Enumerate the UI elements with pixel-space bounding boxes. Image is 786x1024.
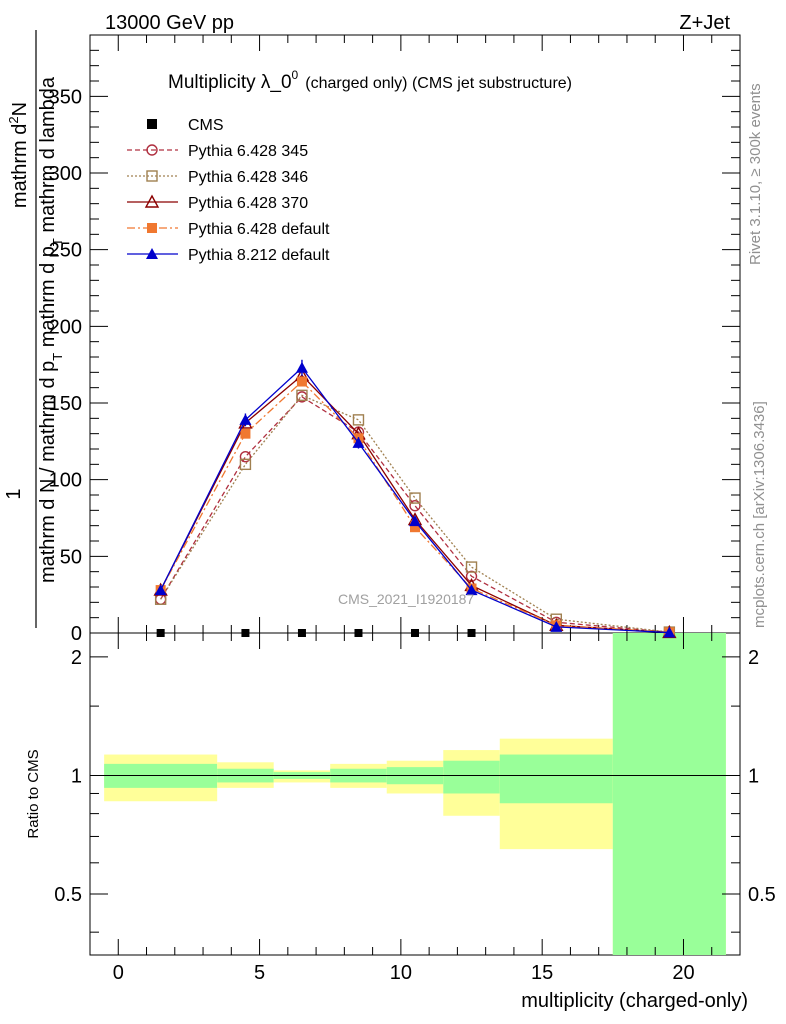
legend-label-pythia-8-212-default: Pythia 8.212 default: [188, 247, 330, 264]
main-ytick-label: 250: [49, 240, 82, 262]
main-ytick-label: 50: [60, 546, 82, 568]
y-denominator-tail2: mathrm d lambda: [37, 76, 59, 238]
legend-marker-pythia-6-428-370: [144, 194, 160, 208]
legend-label-pythia-6-428-370: Pythia 6.428 370: [188, 195, 308, 212]
y-numerator-tail: N: [9, 102, 31, 116]
plot-title-main: Multiplicity λ_0: [168, 72, 292, 93]
series-point-pythia-6-428-default: [240, 428, 251, 439]
main-panel-frame: [89, 34, 741, 634]
legend-marker-cms: [147, 119, 157, 129]
series-point-pythia-6-428-346: [239, 458, 252, 471]
series-point-pythia-6-428-346: [409, 492, 421, 504]
header-left: 13000 GeV pp: [105, 12, 234, 34]
plot-title: Multiplicity λ_00 (charged only) (CMS jet…: [168, 68, 572, 93]
y-axis-label-numerator: mathrm d2N: [6, 102, 31, 208]
y-axis-label-top: 1: [3, 488, 25, 499]
main-ytick-label: 300: [49, 163, 82, 185]
plot-title-tail: (charged only) (CMS jet substructure): [305, 75, 572, 92]
ratio-inner-band-5: [443, 760, 500, 794]
legend-label-pythia-6-428-346: Pythia 6.428 346: [188, 169, 308, 186]
x-tick-label: 15: [531, 962, 553, 984]
series-point-pythia-6-428-346: [352, 414, 365, 426]
x-tick-label: 10: [390, 962, 412, 984]
ratio-ytick-label-right: 2: [748, 647, 759, 669]
legend-marker-pythia-6-428-default: [147, 223, 157, 233]
mcplots-label: mcplots.cern.ch [arXiv:1306.3436]: [751, 401, 768, 628]
series-point-pythia-6-428-default: [296, 376, 307, 387]
main-ytick-label: 200: [49, 316, 82, 338]
series-point-cms: [411, 629, 419, 637]
header-right: Z+Jet: [679, 12, 730, 34]
series-point-pythia-8-212-default: [239, 413, 252, 425]
x-tick-label: 5: [254, 962, 265, 984]
series-point-pythia-6-428-345: [465, 570, 478, 582]
main-axes: 50 100 150 200 250 300 350 0: [49, 49, 740, 645]
y-numerator-base: mathrm d: [9, 124, 31, 208]
y-numerator-sup: 2: [6, 116, 21, 123]
main-ytick-label: 100: [49, 470, 82, 492]
series-point-cms: [241, 629, 250, 637]
ratio-ytick-label: 0.5: [54, 884, 82, 906]
legend-label-pythia-6-428-default: Pythia 6.428 default: [188, 221, 330, 238]
y-denominator-sub2: T: [50, 238, 65, 246]
y-denominator-base: mathrm d N / mathrm d p: [37, 361, 59, 583]
x-tick-label: 0: [113, 962, 124, 984]
ratio-axes: 0.5 0.51 12 20 5 10 15 20: [54, 35, 776, 984]
series-point-pythia-8-212-default: [154, 584, 167, 596]
legend-marker-pythia-8-212-default: [146, 248, 158, 259]
legend-marker-pythia-6-428-346: [146, 170, 158, 182]
y-denominator-sub: T: [50, 353, 65, 361]
ratio-ytick-label-right: 0.5: [748, 884, 776, 906]
series-point-pythia-8-212-default: [663, 626, 676, 638]
watermark: CMS_2021_I1920187: [338, 591, 474, 607]
x-axis-label: multiplicity (charged-only): [521, 990, 748, 1012]
series-point-pythia-6-428-default: [410, 522, 420, 533]
ratio-inner-band-6: [499, 754, 613, 804]
series-line-pythia-6-428-370: [160, 374, 670, 634]
series-point-pythia-8-212-default: [295, 361, 308, 373]
plot-title-sup: 0: [292, 68, 299, 82]
series-point-pythia-8-212-default: [409, 515, 421, 527]
y-denominator-tail: mathrm d p: [37, 246, 59, 353]
series-point-cms: [467, 629, 476, 637]
series-point-cms: [156, 629, 165, 637]
legend-marker-pythia-6-428-345: [146, 144, 158, 156]
main-ytick-label: 350: [49, 86, 82, 108]
series-point-pythia-6-428-345: [239, 450, 252, 463]
rivet-label: Rivet 3.1.10, ≥ 300k events: [747, 83, 764, 265]
series-point-pythia-6-428-345: [409, 500, 421, 512]
ratio-ytick-label-right: 1: [748, 765, 759, 787]
series-point-pythia-6-428-346: [296, 389, 308, 402]
main-series: [153, 359, 677, 639]
ratio-ytick-label: 2: [71, 647, 82, 669]
legend-label-pythia-6-428-345: Pythia 6.428 345: [188, 143, 308, 160]
ratio-ytick-label: 1: [71, 765, 82, 787]
series-line-pythia-8-212-default: [160, 366, 670, 634]
legend-label-cms: CMS: [188, 117, 224, 134]
y-axis-label-denominator: mathrm d N / mathrm d pT mathrm d pT mat…: [37, 76, 65, 583]
series-point-pythia-6-428-346: [465, 561, 478, 573]
ratio-bands: [90, 633, 740, 955]
series-point-cms: [354, 629, 363, 637]
series-point-pythia-8-212-default: [352, 436, 365, 448]
main-ytick-label: 150: [49, 393, 82, 415]
series-point-cms: [297, 629, 306, 637]
main-ytick-label-zero: 0: [71, 623, 82, 645]
x-tick-label: 20: [672, 962, 694, 984]
series-point-pythia-8-212-default: [465, 584, 478, 596]
ratio-inner-band-7: [612, 633, 726, 955]
series-line-pythia-6-428-345: [160, 396, 670, 633]
ratio-y-axis-label: Ratio to CMS: [25, 749, 42, 838]
series-point-pythia-8-212-default: [550, 620, 563, 632]
legend: CMS Pythia 6.428 345 Pythia 6.428 346 Pythi…: [127, 117, 330, 264]
